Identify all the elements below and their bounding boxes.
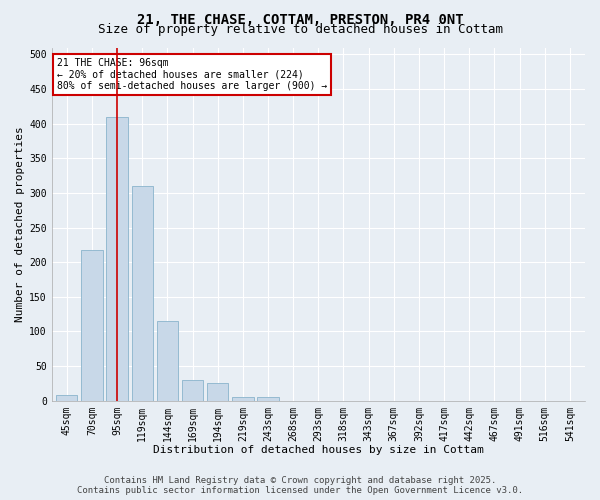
Bar [106, 117, 128, 401]
Y-axis label: Number of detached properties: Number of detached properties [15, 126, 25, 322]
Bar [81, 250, 103, 400]
Bar [257, 398, 279, 400]
Text: 21, THE CHASE, COTTAM, PRESTON, PR4 0NT: 21, THE CHASE, COTTAM, PRESTON, PR4 0NT [137, 12, 463, 26]
X-axis label: Distribution of detached houses by size in Cottam: Distribution of detached houses by size … [153, 445, 484, 455]
Text: 21 THE CHASE: 96sqm
← 20% of detached houses are smaller (224)
80% of semi-detac: 21 THE CHASE: 96sqm ← 20% of detached ho… [57, 58, 327, 92]
Bar [182, 380, 203, 400]
Bar [131, 186, 153, 400]
Text: Size of property relative to detached houses in Cottam: Size of property relative to detached ho… [97, 22, 503, 36]
Text: Contains HM Land Registry data © Crown copyright and database right 2025.
Contai: Contains HM Land Registry data © Crown c… [77, 476, 523, 495]
Bar [207, 384, 229, 400]
Bar [157, 321, 178, 400]
Bar [232, 398, 254, 400]
Bar [56, 395, 77, 400]
